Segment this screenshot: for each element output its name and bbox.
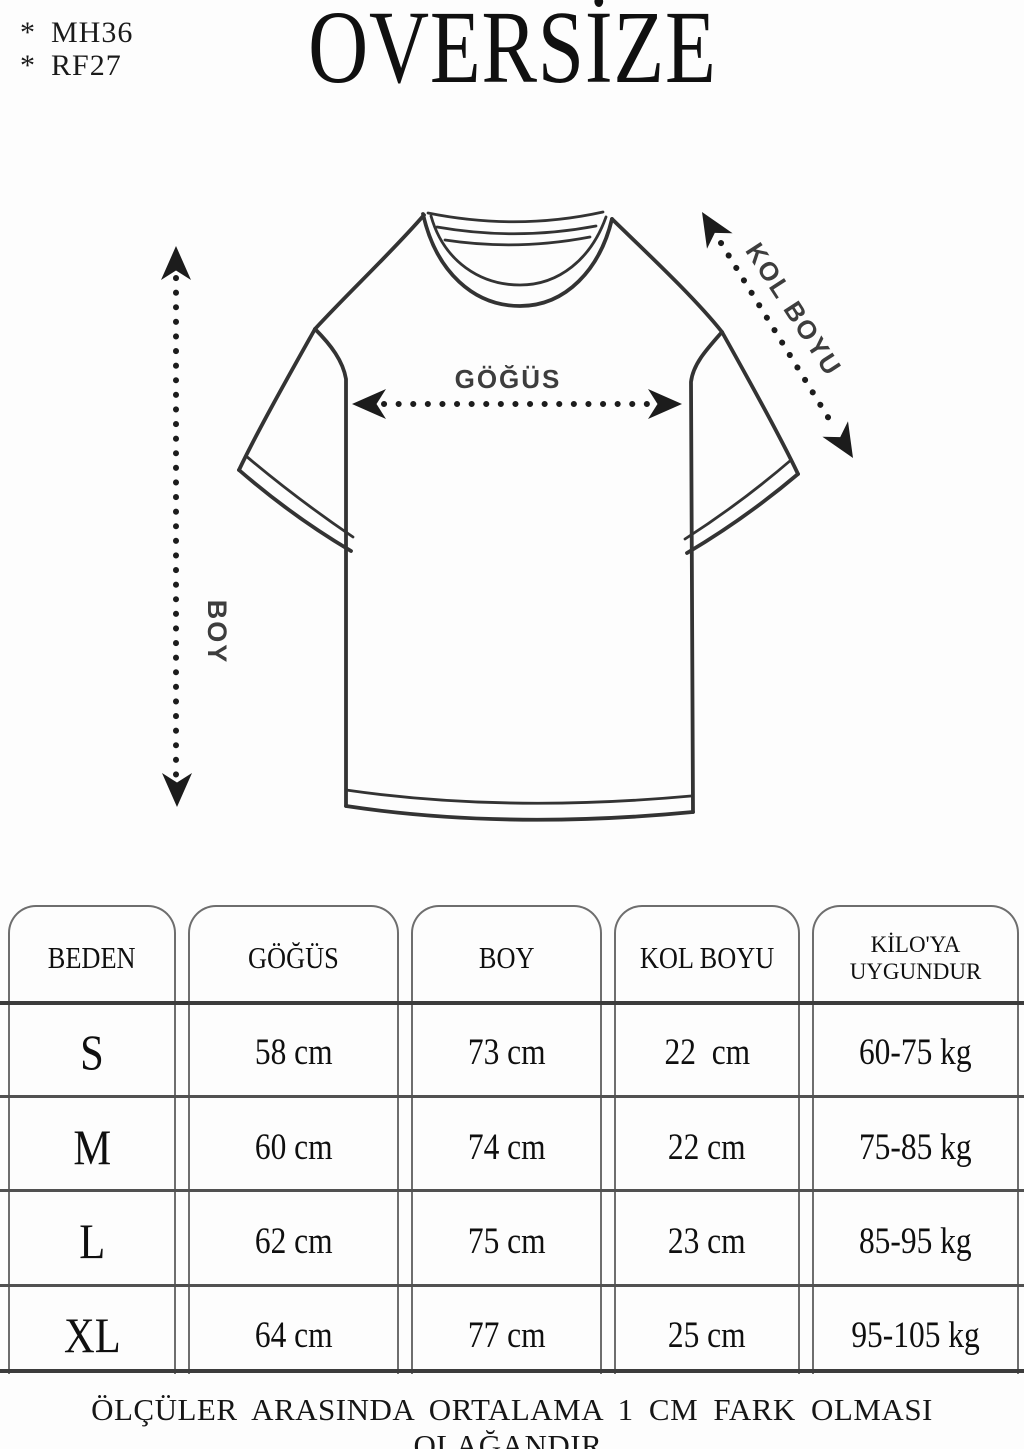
length-label: BOY [202,600,232,665]
cell-weight-xl: 95-105 kg [812,1304,1019,1366]
product-code-line: * RF27 [20,49,133,82]
cell-size-l-text: L [79,1213,105,1269]
cell-chest-s: 58 cm [188,1021,399,1083]
cell-length-m: 74 cm [411,1116,602,1178]
cell-chest-s-text: 58 cm [254,1031,333,1073]
arrowhead-up-icon [161,246,191,280]
asterisk-mark: * [20,16,36,49]
cell-weight-s-text: 60-75 kg [859,1031,972,1073]
column-header-weight-text: KİLO'YA UYGUNDUR [849,931,982,984]
footnote: ÖLÇÜLER ARASINDA ORTALAMA 1 CM FARK OLMA… [0,1392,1024,1449]
table-column-frame-chest [188,905,399,1374]
product-code-line: * MH36 [20,16,133,49]
table-column-frame-weight [812,905,1019,1374]
column-header-chest-text: GÖĞÜS [248,940,339,975]
column-header-size-text: BEDEN [48,940,136,975]
cell-sleeve-l-text: 23 cm [668,1220,746,1262]
product-codes: * MH36 * RF27 [20,16,133,82]
cell-chest-xl-text: 64 cm [254,1314,333,1356]
cell-length-s: 73 cm [411,1021,602,1083]
cell-sleeve-m: 22 cm [614,1116,800,1178]
length-arrow [161,246,192,807]
cell-size-l: L [8,1210,176,1272]
cell-length-s-text: 73 cm [467,1031,546,1073]
cell-length-l: 75 cm [411,1210,602,1272]
cell-chest-l: 62 cm [188,1210,399,1272]
table-row-divider [0,1284,1024,1287]
cell-chest-l-text: 62 cm [254,1220,333,1262]
cell-chest-xl: 64 cm [188,1304,399,1366]
table-row-divider [0,1095,1024,1098]
arrowhead-down-icon [162,773,192,807]
footnote-text: ÖLÇÜLER ARASINDA ORTALAMA 1 CM FARK OLMA… [91,1392,933,1449]
column-header-length-text: BOY [478,940,535,975]
table-row-divider [0,1189,1024,1192]
cell-size-s: S [8,1021,176,1083]
chest-label: GÖĞÜS [455,364,562,394]
cell-size-m-text: M [73,1119,111,1175]
cell-weight-l: 85-95 kg [812,1210,1019,1272]
cell-weight-xl-text: 95-105 kg [851,1314,980,1356]
size-table: BEDEN GÖĞÜS BOY KOL BOYU KİLO'YA UYGUNDU… [0,905,1024,1374]
cell-size-s-text: S [80,1024,104,1080]
page-title-text: OVERSİZE [307,0,717,105]
cell-weight-s: 60-75 kg [812,1021,1019,1083]
cell-length-xl: 77 cm [411,1304,602,1366]
chest-arrow [352,389,682,419]
column-header-size: BEDEN [8,923,176,993]
measurement-diagram: BOY GÖĞÜS KOL BOYU [0,140,1024,900]
arrowhead-left-icon [352,389,386,419]
cell-chest-m-text: 60 cm [254,1126,333,1168]
page-title: OVERSİZE [0,0,1024,102]
cell-weight-l-text: 85-95 kg [859,1220,972,1262]
cell-weight-m-text: 75-85 kg [859,1126,972,1168]
product-code: RF27 [51,49,122,82]
cell-sleeve-s-text: 22 cm [664,1031,750,1073]
cell-chest-m: 60 cm [188,1116,399,1178]
table-column-frame-size [8,905,176,1374]
cell-size-xl-text: XL [63,1307,121,1363]
cell-sleeve-l: 23 cm [614,1210,800,1272]
sleeve-arrow [702,212,853,458]
table-column-frame-length [411,905,602,1374]
arrowhead-right-icon [648,389,682,419]
cell-size-m: M [8,1116,176,1178]
column-header-sleeve: KOL BOYU [614,923,800,993]
arrowhead-upleft-icon [702,212,733,249]
column-header-chest: GÖĞÜS [188,923,399,993]
table-column-frame-sleeve [614,905,800,1374]
cell-size-xl: XL [8,1304,176,1366]
table-header-divider [0,1001,1024,1005]
cell-length-xl-text: 77 cm [467,1314,546,1356]
product-code: MH36 [51,16,134,49]
cell-sleeve-xl-text: 25 cm [668,1314,746,1356]
column-header-length: BOY [411,923,602,993]
cell-sleeve-xl: 25 cm [614,1304,800,1366]
arrowhead-downright-icon [822,421,853,458]
tshirt-drawing [237,210,800,822]
asterisk-mark: * [20,49,36,82]
cell-length-m-text: 74 cm [467,1126,546,1168]
cell-sleeve-s: 22 cm [614,1021,800,1083]
cell-weight-m: 75-85 kg [812,1116,1019,1178]
column-header-sleeve-text: KOL BOYU [639,940,775,975]
table-bottom-border [0,1369,1024,1373]
column-header-weight: KİLO'YA UYGUNDUR [812,923,1019,993]
sleeve-label: KOL BOYU [740,237,848,381]
cell-sleeve-m-text: 22 cm [668,1126,746,1168]
cell-length-l-text: 75 cm [467,1220,546,1262]
